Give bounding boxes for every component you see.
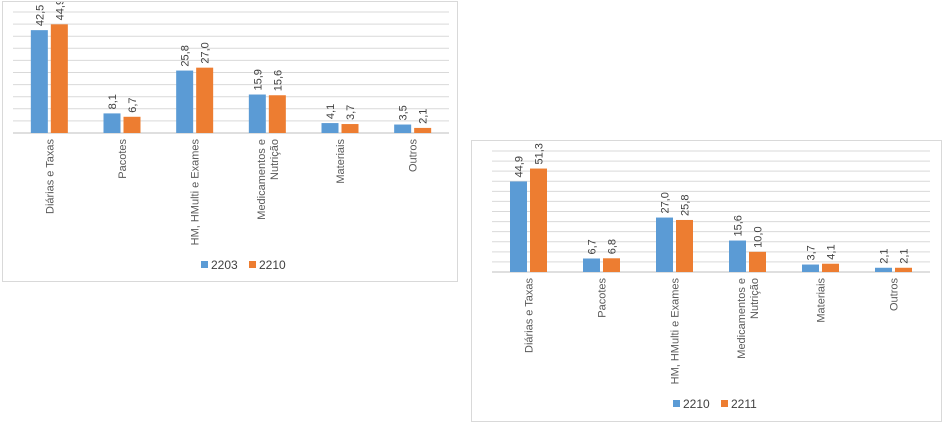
bar-2210-2	[123, 116, 141, 133]
bar-chart-1: 42,5 44,9 Diárias e Taxas 8,1 6,7 Pacotes 25,8…	[13, 2, 449, 272]
bar-2210-3	[196, 67, 214, 133]
data-label: 3,7	[345, 105, 357, 120]
data-label: 6,7	[127, 97, 139, 112]
category-label: Pacotes	[117, 139, 129, 179]
data-label: 2,1	[879, 248, 891, 263]
data-label: 15,6	[272, 70, 284, 91]
legend-label: 2203	[211, 258, 238, 272]
bar-2211-3	[676, 219, 693, 272]
data-label: 51,3	[534, 143, 546, 164]
legend-swatch	[673, 400, 680, 407]
data-label: 2,1	[899, 248, 911, 263]
category-label: HM, HMulti e Exames	[670, 278, 682, 385]
bar-2203-3	[176, 70, 194, 133]
data-label: 6,7	[587, 239, 599, 254]
category-label: Medicamentos eNutrição	[736, 278, 761, 359]
bar-2210-3	[656, 217, 673, 272]
category-label: Materiais	[335, 139, 347, 184]
data-label: 25,8	[180, 45, 192, 66]
bar-2210-4	[268, 95, 286, 133]
bar-2211-6	[895, 267, 912, 272]
bar-2203-4	[248, 94, 266, 133]
bar-2203-2	[103, 113, 121, 133]
data-label: 42,5	[34, 5, 46, 26]
bar-2203-5	[321, 123, 339, 133]
bar-2210-5	[802, 264, 819, 272]
chart-panel-2: 44,9 51,3 Diárias e Taxas 6,7 6,8 Pacotes 27,0…	[471, 140, 942, 422]
bar-2203-6	[394, 124, 412, 133]
data-label: 27,0	[660, 192, 672, 213]
data-label: 44,9	[54, 2, 66, 20]
category-label: Diárias e Taxas	[524, 278, 536, 353]
category-label: Medicamentos eNutrição	[256, 139, 281, 220]
bar-chart-2: 44,9 51,3 Diárias e Taxas 6,7 6,8 Pacotes 27,0…	[492, 143, 930, 411]
data-label: 6,8	[607, 239, 619, 254]
category-label: Outros	[408, 139, 420, 173]
category-label: Materiais	[816, 278, 828, 323]
bar-2211-5	[822, 263, 839, 272]
bar-2211-1	[530, 168, 547, 272]
bar-2211-2	[603, 258, 620, 272]
category-label: HM, HMulti e Exames	[190, 139, 202, 246]
legend-swatch	[721, 400, 728, 407]
legend-label: 2210	[683, 397, 710, 411]
data-label: 15,9	[252, 69, 264, 90]
data-label: 4,1	[826, 244, 838, 259]
data-label: 4,1	[325, 104, 337, 119]
chart-panel-1: 42,5 44,9 Diárias e Taxas 8,1 6,7 Pacotes 25,8…	[2, 1, 458, 282]
bar-2210-2	[583, 258, 600, 272]
legend-label: 2211	[731, 397, 757, 411]
data-label: 15,6	[733, 215, 745, 236]
legend-label: 2210	[259, 258, 286, 272]
category-label: Pacotes	[597, 278, 609, 318]
bar-2211-4	[749, 251, 766, 272]
bar-2210-1	[510, 181, 527, 272]
legend-swatch	[249, 261, 256, 268]
bar-2210-6	[875, 267, 892, 272]
data-label: 27,0	[200, 42, 212, 63]
data-label: 3,7	[806, 245, 818, 260]
data-label: 25,8	[680, 195, 692, 216]
data-label: 10,0	[753, 226, 765, 247]
category-label: Outros	[889, 278, 901, 312]
bar-2210-6	[414, 127, 432, 133]
data-label: 3,5	[398, 105, 410, 120]
data-label: 2,1	[418, 109, 430, 124]
data-label: 8,1	[107, 94, 119, 109]
bar-2203-1	[30, 30, 48, 133]
bar-2210-5	[341, 124, 359, 133]
data-label: 44,9	[514, 156, 526, 177]
legend-swatch	[201, 261, 208, 268]
bar-2210-4	[729, 240, 746, 272]
category-label: Diárias e Taxas	[44, 139, 56, 214]
bar-2210-1	[50, 24, 68, 134]
